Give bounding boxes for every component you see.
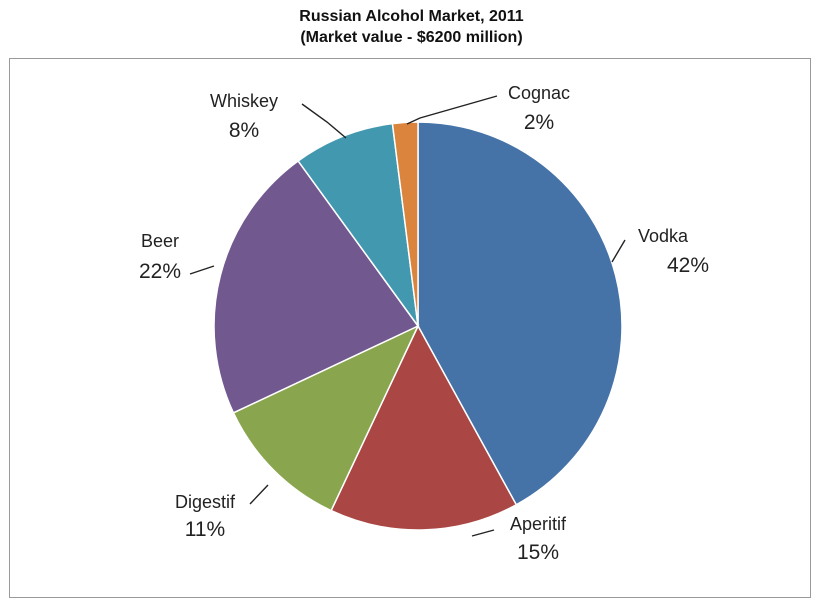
leader-line-digestif bbox=[249, 484, 269, 505]
slice-value-aperitif: 15% bbox=[517, 541, 559, 564]
leader-lines bbox=[189, 95, 626, 537]
chart-title: Russian Alcohol Market, 2011 bbox=[299, 8, 524, 25]
pie-slice-digestif bbox=[232, 324, 420, 512]
leader-line-cognac bbox=[406, 95, 498, 125]
pie-slices bbox=[213, 121, 623, 531]
slice-label-digestif: Digestif bbox=[175, 492, 236, 512]
pie-slice-beer bbox=[213, 159, 420, 414]
pie-slice-aperitif bbox=[330, 324, 518, 531]
pie-slice-cognac bbox=[391, 121, 419, 327]
slice-labels: Vodka 42% Aperitif 15% Digestif 11% Beer 22% Whi… bbox=[139, 83, 709, 564]
slice-label-cognac: Cognac bbox=[508, 83, 570, 103]
slice-value-whiskey: 8% bbox=[229, 119, 259, 142]
chart-title-block: Russian Alcohol Market, 2011 (Market val… bbox=[0, 6, 823, 48]
leader-line-beer bbox=[189, 265, 215, 275]
slice-label-beer: Beer bbox=[141, 231, 179, 251]
leader-line-whiskey bbox=[301, 103, 347, 139]
slice-value-cognac: 2% bbox=[524, 111, 554, 134]
slice-label-whiskey: Whiskey bbox=[210, 91, 278, 111]
slice-value-digestif: 11% bbox=[185, 518, 225, 541]
pie-slice-vodka bbox=[417, 121, 623, 506]
slice-label-vodka: Vodka bbox=[638, 226, 689, 246]
chart-subtitle: (Market value - $6200 million) bbox=[300, 29, 523, 46]
slice-value-beer: 22% bbox=[139, 260, 181, 283]
slice-value-vodka: 42% bbox=[667, 254, 709, 277]
pie-slice-whiskey bbox=[297, 122, 419, 327]
leader-line-aperitif bbox=[471, 529, 495, 537]
slice-label-aperitif: Aperitif bbox=[510, 514, 567, 534]
leader-line-vodka bbox=[611, 239, 626, 263]
